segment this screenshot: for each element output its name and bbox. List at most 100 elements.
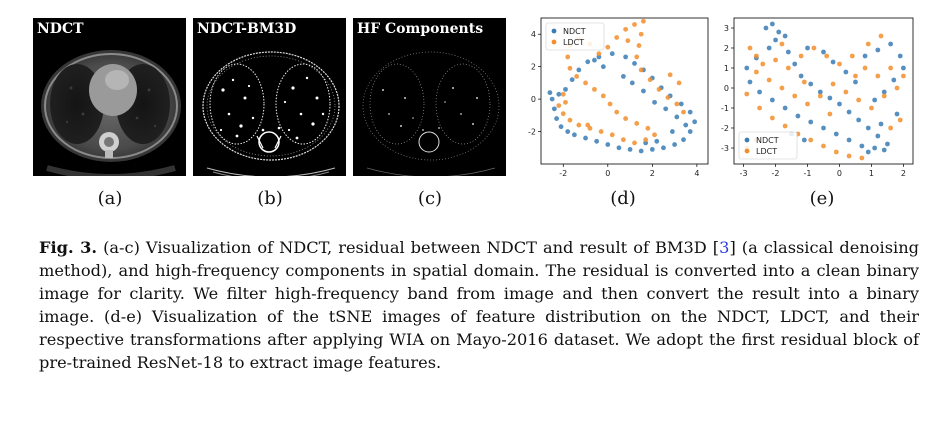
scatter-point-ndct: [773, 37, 778, 43]
scatter-point-ndct: [652, 99, 657, 105]
scatter-point-ldct: [888, 65, 894, 71]
scatter-point-ndct: [843, 69, 849, 75]
scatter-point-ndct: [576, 67, 582, 73]
scatter-point-ndct: [827, 95, 833, 101]
y-tick-label: 0: [724, 84, 729, 93]
x-tick-label: 0: [837, 169, 842, 178]
scatter-point-ldct: [625, 38, 631, 44]
scatter-point-ldct: [647, 77, 653, 83]
scatter-point-ndct: [692, 119, 698, 125]
scatter-point-ldct: [894, 85, 900, 91]
scatter-point-ndct: [894, 111, 900, 117]
scatter-point-ldct: [563, 99, 568, 105]
scatter-point-ldct: [574, 74, 580, 79]
hf-components-image: HF Components: [353, 18, 506, 176]
scatter-point-ldct: [817, 93, 823, 99]
scatter-point-ndct: [878, 121, 884, 127]
scatter-point-ldct: [645, 125, 651, 131]
scatter-point-ldct: [753, 53, 759, 59]
scatter-point-ldct: [556, 103, 562, 108]
scatter-point-ldct: [757, 105, 762, 111]
y-tick-label: 0: [531, 95, 536, 104]
scatter-point-ldct: [609, 132, 615, 138]
scatter-point-ndct: [872, 97, 878, 103]
legend-label: NDCT: [756, 136, 779, 145]
scatter-point-ndct: [594, 138, 600, 144]
scatter-point-ldct: [565, 54, 571, 60]
scatter-point-ndct: [569, 77, 575, 83]
scatter-point-ndct: [583, 135, 588, 141]
scatter-point-ndct: [672, 142, 677, 147]
legend-marker: [551, 28, 557, 34]
scatter-point-ldct: [811, 45, 817, 51]
subfigure-label-d: (d): [610, 188, 636, 209]
scatter-point-ndct: [609, 51, 615, 57]
scatter-point-ldct: [888, 125, 894, 131]
plot-frame: [733, 17, 914, 165]
scatter-point-ndct: [632, 61, 637, 66]
scatter-point-ndct: [875, 133, 881, 139]
scatter-point-ldct: [600, 93, 606, 99]
scatter-point-ndct: [808, 119, 814, 125]
scatter-point-ldct: [638, 31, 644, 37]
scatter-point-ldct: [901, 73, 906, 79]
y-tick-label: -3: [721, 144, 729, 153]
y-tick-label: 2: [724, 44, 729, 53]
caption-text-2: ] (a classical denoising method), and hi…: [39, 238, 919, 372]
x-tick-label: 1: [869, 169, 874, 178]
scatter-point-ldct: [853, 73, 858, 79]
scatter-point-ldct: [614, 35, 620, 40]
scatter-point-ndct: [623, 54, 629, 60]
scatter-point-ldct: [849, 53, 855, 59]
scatter-point-ldct: [681, 109, 686, 115]
scatter-point-ndct: [881, 147, 887, 153]
scatter-point-ndct: [678, 101, 684, 107]
scatter-point-ndct: [769, 97, 775, 103]
x-tick-label: 4: [694, 169, 699, 178]
panel-title: NDCT: [37, 21, 84, 37]
scatter-point-ndct: [551, 106, 557, 112]
scatter-point-ndct: [744, 65, 750, 71]
scatter-point-ndct: [862, 53, 868, 59]
scatter-point-ldct: [779, 41, 785, 47]
panel-title: NDCT-BM3D: [197, 21, 297, 37]
figure-caption: Fig. 3. (a-c) Visualization of NDCT, res…: [39, 236, 919, 374]
scatter-point-ldct: [667, 72, 673, 78]
scatter-point-ldct: [576, 122, 582, 128]
scatter-point-ldct: [878, 33, 884, 39]
scatter-point-ndct: [592, 57, 597, 63]
scatter-point-ndct: [798, 73, 804, 79]
scatter-point-ndct: [785, 49, 791, 55]
scatter-point-ldct: [643, 137, 649, 143]
scatter-point-ndct: [846, 109, 852, 115]
scatter-point-ndct: [853, 79, 858, 85]
citation-link[interactable]: 3: [719, 238, 730, 257]
scatter-point-ndct: [616, 145, 622, 151]
scatter-point-ldct: [821, 143, 826, 149]
scatter-point-ndct: [801, 137, 807, 143]
scatter-point-ndct: [763, 25, 769, 31]
scatter-point-ndct: [821, 49, 826, 55]
x-tick-label: 0: [605, 169, 610, 178]
scatter-point-ndct: [687, 109, 693, 115]
scatter-point-ldct: [560, 111, 566, 117]
scatter-point-ndct: [776, 29, 782, 35]
y-tick-label: 4: [531, 30, 536, 39]
scatter-point-ldct: [656, 86, 662, 92]
scatter-point-ndct: [638, 148, 644, 154]
legend-box: [545, 22, 605, 51]
scatter-point-ldct: [824, 53, 830, 59]
legend-marker: [744, 148, 750, 154]
scatter-point-ldct: [623, 116, 629, 121]
scatter-point-ndct: [757, 89, 762, 95]
scatter-point-ldct: [614, 109, 620, 115]
scatter-point-ldct: [856, 97, 862, 103]
scatter-point-ndct: [897, 53, 903, 59]
scatter-point-ldct: [760, 61, 766, 67]
scatter-point-ndct: [747, 79, 753, 85]
scatter-point-ndct: [808, 81, 814, 87]
scatter-point-ndct: [600, 64, 606, 70]
scatter-point-ldct: [623, 26, 629, 32]
scatter-point-ndct: [859, 143, 865, 149]
scatter-point-ldct: [897, 117, 903, 123]
